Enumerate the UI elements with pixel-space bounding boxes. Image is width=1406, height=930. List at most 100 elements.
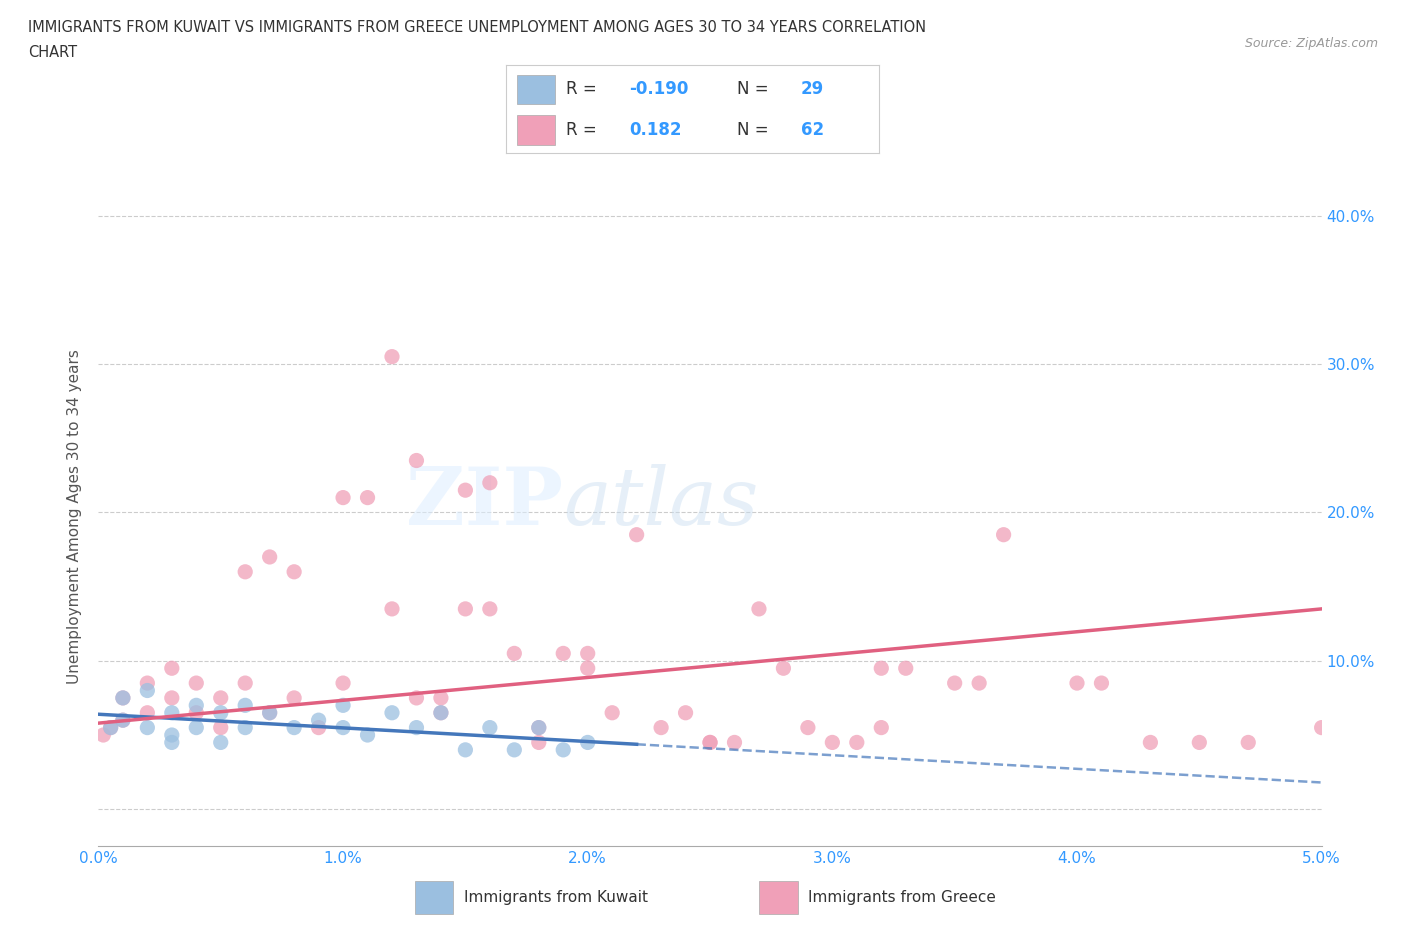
- Point: [186, 705, 208, 720]
- Point: [259, 550, 281, 565]
- Point: [699, 735, 721, 750]
- Point: [430, 705, 453, 720]
- Point: [111, 690, 134, 705]
- Point: [136, 675, 159, 690]
- Point: [160, 727, 183, 742]
- Point: [209, 735, 232, 750]
- Point: [527, 735, 550, 750]
- Text: R =: R =: [565, 80, 602, 99]
- Point: [723, 735, 745, 750]
- Point: [576, 646, 599, 661]
- Point: [870, 720, 893, 735]
- Point: [454, 742, 477, 757]
- Point: [1310, 720, 1333, 735]
- Point: [478, 720, 501, 735]
- Point: [650, 720, 672, 735]
- Point: [430, 690, 453, 705]
- Point: [332, 490, 354, 505]
- Text: Immigrants from Kuwait: Immigrants from Kuwait: [464, 890, 648, 905]
- Point: [381, 602, 404, 617]
- Text: N =: N =: [737, 121, 775, 139]
- Point: [772, 661, 794, 676]
- Point: [845, 735, 868, 750]
- Point: [405, 453, 427, 468]
- Point: [430, 705, 453, 720]
- Point: [91, 727, 114, 742]
- Point: [233, 565, 256, 579]
- Point: [186, 675, 208, 690]
- Point: [160, 661, 183, 676]
- Point: [209, 690, 232, 705]
- Point: [332, 720, 354, 735]
- Point: [1090, 675, 1112, 690]
- Point: [160, 735, 183, 750]
- Point: [1066, 675, 1088, 690]
- Point: [186, 720, 208, 735]
- Point: [478, 602, 501, 617]
- Point: [553, 646, 575, 661]
- Text: 0.182: 0.182: [628, 121, 682, 139]
- Point: [136, 683, 159, 698]
- Point: [405, 720, 427, 735]
- Text: Source: ZipAtlas.com: Source: ZipAtlas.com: [1244, 37, 1378, 50]
- Point: [797, 720, 820, 735]
- Text: Immigrants from Greece: Immigrants from Greece: [808, 890, 997, 905]
- Point: [478, 475, 501, 490]
- Text: ZIP: ZIP: [406, 464, 564, 542]
- Point: [576, 661, 599, 676]
- Point: [283, 565, 305, 579]
- Point: [100, 720, 122, 735]
- Point: [576, 735, 599, 750]
- Text: -0.190: -0.190: [628, 80, 689, 99]
- Text: N =: N =: [737, 80, 775, 99]
- Point: [600, 705, 623, 720]
- Text: CHART: CHART: [28, 45, 77, 60]
- Point: [405, 690, 427, 705]
- Point: [283, 690, 305, 705]
- Point: [308, 720, 330, 735]
- Point: [160, 690, 183, 705]
- Point: [381, 349, 404, 364]
- Point: [553, 742, 575, 757]
- Point: [332, 675, 354, 690]
- Y-axis label: Unemployment Among Ages 30 to 34 years: Unemployment Among Ages 30 to 34 years: [67, 349, 83, 684]
- Point: [381, 705, 404, 720]
- Point: [111, 712, 134, 727]
- Text: 62: 62: [800, 121, 824, 139]
- Point: [100, 720, 122, 735]
- Text: atlas: atlas: [564, 464, 759, 541]
- Point: [209, 705, 232, 720]
- Bar: [759, 882, 799, 913]
- Bar: [517, 115, 554, 145]
- Point: [748, 602, 770, 617]
- Point: [233, 675, 256, 690]
- Point: [1188, 735, 1211, 750]
- Point: [209, 720, 232, 735]
- Point: [967, 675, 990, 690]
- Text: IMMIGRANTS FROM KUWAIT VS IMMIGRANTS FROM GREECE UNEMPLOYMENT AMONG AGES 30 TO 3: IMMIGRANTS FROM KUWAIT VS IMMIGRANTS FRO…: [28, 20, 927, 35]
- Point: [111, 690, 134, 705]
- Point: [454, 483, 477, 498]
- Point: [527, 720, 550, 735]
- Point: [503, 646, 526, 661]
- Point: [870, 661, 893, 676]
- Bar: [517, 74, 554, 104]
- Text: 29: 29: [800, 80, 824, 99]
- Point: [943, 675, 966, 690]
- Point: [894, 661, 917, 676]
- Point: [821, 735, 844, 750]
- Point: [454, 602, 477, 617]
- Point: [136, 705, 159, 720]
- Point: [675, 705, 697, 720]
- Point: [1237, 735, 1260, 750]
- Point: [626, 527, 648, 542]
- Point: [308, 712, 330, 727]
- Point: [356, 490, 378, 505]
- Point: [699, 735, 721, 750]
- Point: [356, 727, 378, 742]
- Point: [332, 698, 354, 712]
- Point: [259, 705, 281, 720]
- Point: [259, 705, 281, 720]
- Text: R =: R =: [565, 121, 602, 139]
- Point: [233, 720, 256, 735]
